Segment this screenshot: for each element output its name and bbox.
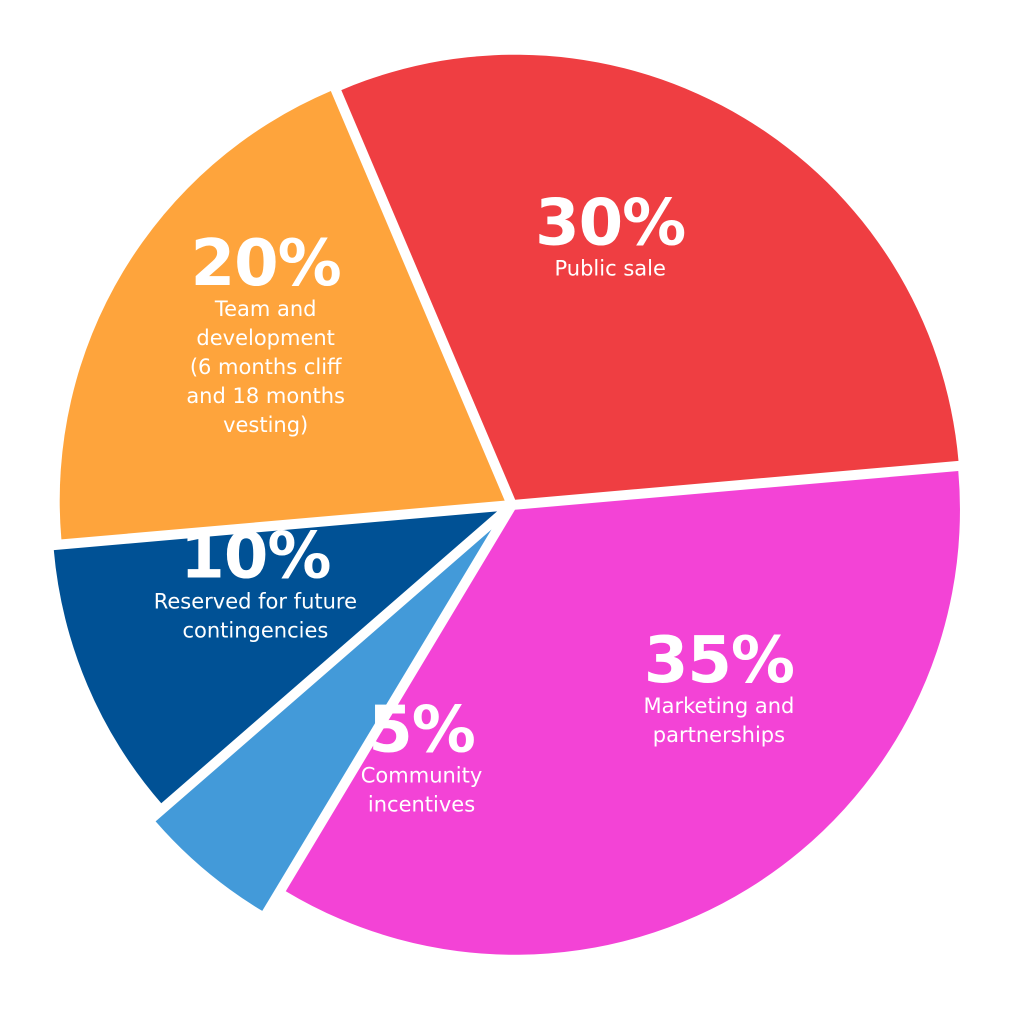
slice-name-label-community-incentives-line-1: Community (361, 763, 483, 787)
slice-name-label-community-incentives-line-2: incentives (368, 792, 475, 816)
slice-name-label-team-and-development-6-months-cliff-and-18-months-vesting-line-5: vesting) (223, 413, 308, 437)
slice-name-label-reserved-for-future-contingencies-line-2: contingencies (182, 618, 328, 642)
slice-label-group-marketing-and-partnerships: 35%Marketing and partnerships (644, 624, 796, 747)
slice-name-label-team-and-development-6-months-cliff-and-18-months-vesting-line-1: Team and (214, 297, 317, 321)
slice-label-group-community-incentives: 5%Community incentives (361, 693, 483, 816)
pie-slice-community-incentives (155, 529, 492, 911)
slice-name-label-team-and-development-6-months-cliff-and-18-months-vesting-line-3: (6 months cliff (190, 355, 342, 379)
slice-name-label-public-sale-line-1: Public sale (555, 257, 666, 281)
slice-name-label-team-and-development-6-months-cliff-and-18-months-vesting-line-4: and 18 months (186, 384, 345, 408)
pie-slice-reserved-for-future-contingencies (53, 511, 498, 804)
slice-value-label-public-sale: 30% (535, 187, 685, 261)
slice-label-group-reserved-for-future-contingencies: 10%Reserved for future contingencies (154, 519, 357, 642)
slice-value-label-reserved-for-future-contingencies: 10% (180, 519, 330, 593)
slice-value-label-community-incentives: 5% (368, 693, 475, 767)
slice-name-label-reserved-for-future-contingencies-line-1: Reserved for future (154, 589, 357, 613)
slice-value-label-marketing-and-partnerships: 35% (644, 624, 794, 698)
slice-name-label-marketing-and-partnerships-line-1: Marketing and (644, 694, 795, 718)
pie-slice-marketing-and-partnerships (285, 470, 960, 955)
slice-label-group-public-sale: 30%Public sale (535, 187, 686, 281)
pie-slice-public-sale (341, 54, 959, 500)
slice-label-group-team-and-development-6-months-cliff-and-18-months-vesting: 20%Team and development (6 months cliff and… (186, 227, 345, 437)
slice-name-label-marketing-and-partnerships-line-2: partnerships (653, 723, 785, 747)
pie-slice-team-and-development-6-months-cliff-and-18-months-vesting (59, 90, 505, 540)
slice-name-label-team-and-development-6-months-cliff-and-18-months-vesting-line-2: development (196, 326, 335, 350)
slice-value-label-team-and-development-6-months-cliff-and-18-months-vesting: 20% (191, 227, 341, 301)
